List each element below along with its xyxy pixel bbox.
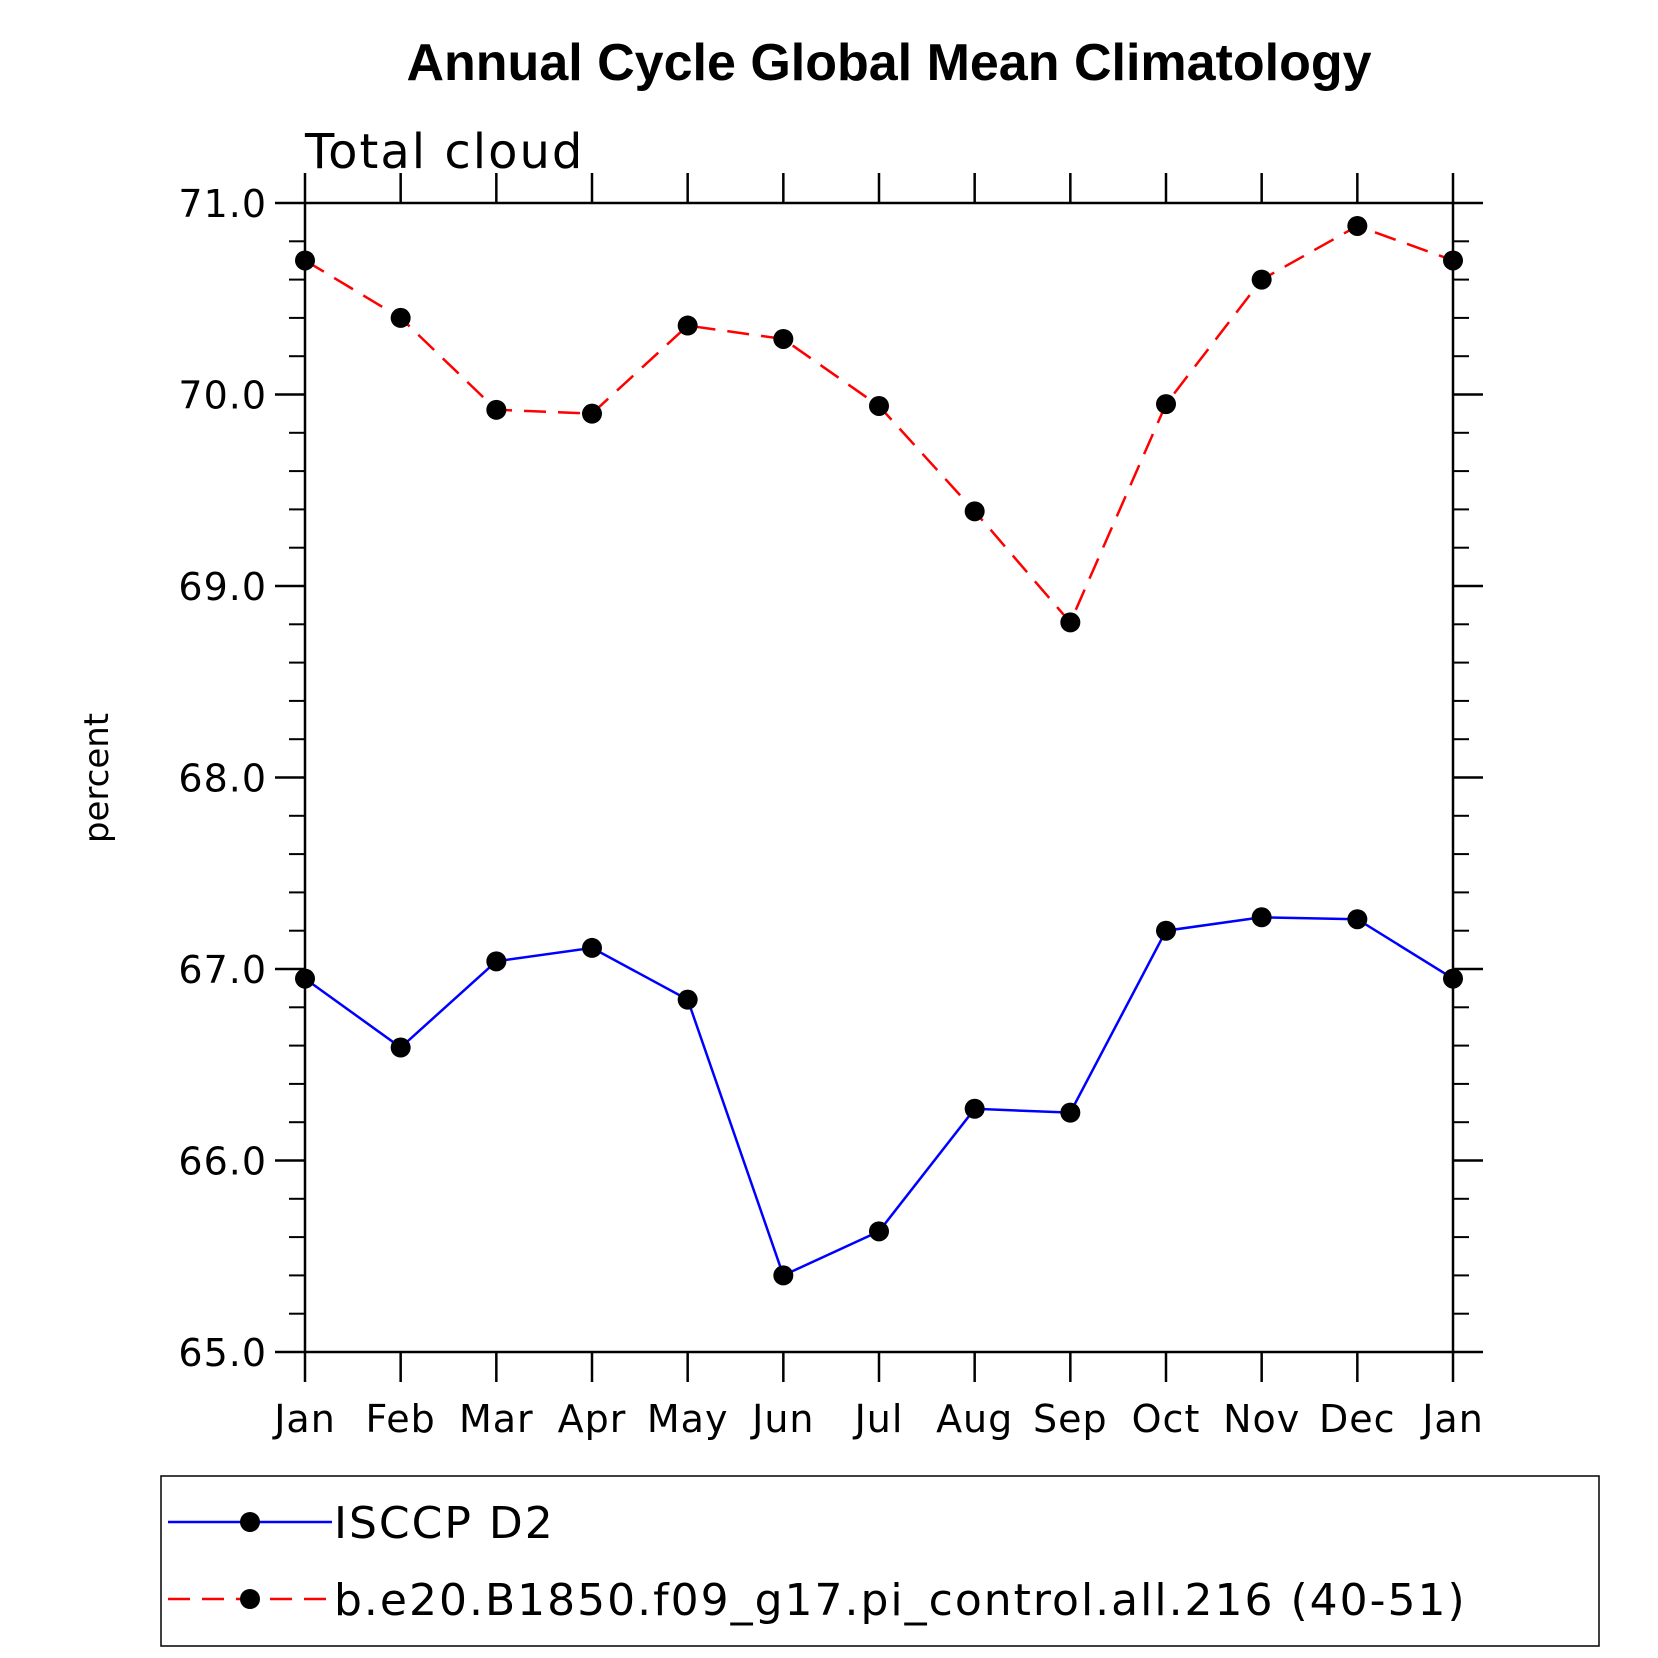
data-point [1251, 269, 1272, 290]
series-layer [295, 215, 1463, 1286]
data-point [1251, 907, 1272, 928]
data-point [1156, 920, 1176, 941]
legend-label: ISCCP D2 [334, 1498, 555, 1549]
data-point [390, 1037, 411, 1058]
legend-marker [240, 1512, 260, 1532]
data-point [964, 501, 985, 522]
x-tick-label: Jan [1420, 1397, 1484, 1441]
legend-label: b.e20.B1850.f09_g17.pi_control.all.216 (… [334, 1575, 1467, 1626]
data-point [964, 1098, 985, 1119]
data-point [1347, 909, 1368, 930]
x-tick-label: Feb [366, 1397, 436, 1441]
series-line [304, 224, 1454, 625]
legend-marker [240, 1589, 260, 1609]
data-point [1443, 968, 1463, 989]
y-tick-label: 71.0 [178, 182, 267, 226]
data-point [1060, 612, 1081, 633]
data-point [677, 989, 698, 1010]
data-point [390, 307, 411, 328]
y-tick-label: 67.0 [178, 948, 267, 992]
x-tick-label: Jun [750, 1397, 814, 1441]
plot-frame [303, 201, 1455, 1354]
data-point [486, 951, 507, 972]
y-tick-label: 65.0 [178, 1331, 267, 1375]
data-point [773, 328, 794, 349]
x-tick-label: Mar [459, 1397, 534, 1441]
legend: ISCCP D2 b.e20.B1850.f09_g17.pi_control.a… [168, 1498, 1467, 1626]
x-tick-label: Jul [853, 1397, 904, 1441]
x-tick-label: Jan [272, 1397, 336, 1441]
data-point [582, 937, 602, 958]
y-tick-label: 70.0 [178, 374, 267, 418]
axes: 65.0 66.0 67.0 68.0 69.0 70.0 71.0 Jan Feb Mar Apr… [178, 173, 1483, 1441]
data-point [869, 1221, 889, 1242]
y-tick-label: 66.0 [178, 1140, 267, 1184]
x-tick-label: Aug [936, 1397, 1013, 1441]
data-point [1443, 250, 1463, 271]
x-tick-label: Sep [1033, 1397, 1108, 1441]
data-point [582, 403, 602, 424]
x-tick-label: Dec [1319, 1397, 1396, 1441]
data-point [1347, 215, 1368, 236]
legend-box [160, 1475, 1600, 1647]
data-point [773, 1265, 794, 1286]
data-point [1156, 394, 1176, 415]
x-tick-label: Nov [1223, 1397, 1300, 1441]
data-point [1060, 1102, 1081, 1123]
data-point [295, 968, 315, 989]
y-tick-label: 68.0 [178, 757, 267, 801]
x-tick-label: May [647, 1397, 729, 1441]
data-point [869, 395, 889, 416]
y-tick-label: 69.0 [178, 565, 267, 609]
x-tick-label: Oct [1132, 1397, 1201, 1441]
chart-subtitle: Total cloud [304, 124, 584, 180]
y-axis-label: percent [77, 713, 117, 843]
x-tick-label: Apr [558, 1397, 627, 1441]
chart-title: Annual Cycle Global Mean Climatology [406, 34, 1371, 92]
data-point [486, 399, 507, 420]
data-point [677, 315, 698, 336]
data-point [295, 250, 315, 271]
